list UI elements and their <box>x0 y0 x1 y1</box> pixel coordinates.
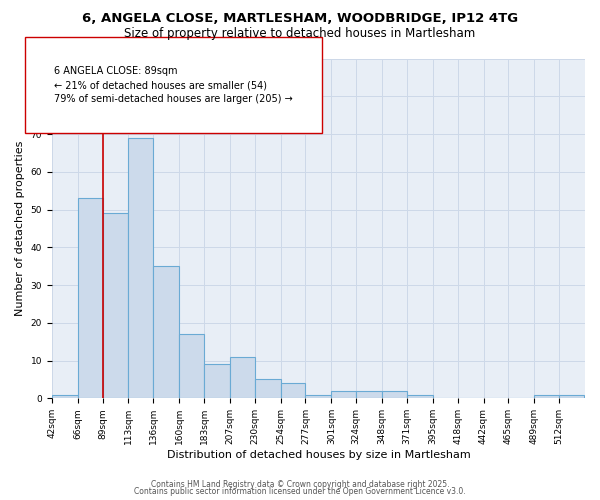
Bar <box>77 198 103 398</box>
Bar <box>534 394 559 398</box>
Bar <box>407 394 433 398</box>
Bar <box>179 334 204 398</box>
Bar <box>103 214 128 398</box>
Bar <box>281 383 305 398</box>
Bar <box>128 138 153 398</box>
Bar <box>153 266 179 398</box>
Y-axis label: Number of detached properties: Number of detached properties <box>15 140 25 316</box>
Bar <box>382 391 407 398</box>
Text: Contains HM Land Registry data © Crown copyright and database right 2025.: Contains HM Land Registry data © Crown c… <box>151 480 449 489</box>
Bar <box>331 391 356 398</box>
Bar <box>559 394 584 398</box>
Bar <box>305 394 331 398</box>
Bar <box>230 357 255 399</box>
Text: 6 ANGELA CLOSE: 89sqm
← 21% of detached houses are smaller (54)
79% of semi-deta: 6 ANGELA CLOSE: 89sqm ← 21% of detached … <box>54 66 293 104</box>
Bar <box>52 394 77 398</box>
Bar <box>255 380 281 398</box>
Bar <box>356 391 382 398</box>
Text: 6, ANGELA CLOSE, MARTLESHAM, WOODBRIDGE, IP12 4TG: 6, ANGELA CLOSE, MARTLESHAM, WOODBRIDGE,… <box>82 12 518 26</box>
Text: Contains public sector information licensed under the Open Government Licence v3: Contains public sector information licen… <box>134 487 466 496</box>
Bar <box>204 364 230 398</box>
X-axis label: Distribution of detached houses by size in Martlesham: Distribution of detached houses by size … <box>167 450 470 460</box>
Text: Size of property relative to detached houses in Martlesham: Size of property relative to detached ho… <box>124 28 476 40</box>
